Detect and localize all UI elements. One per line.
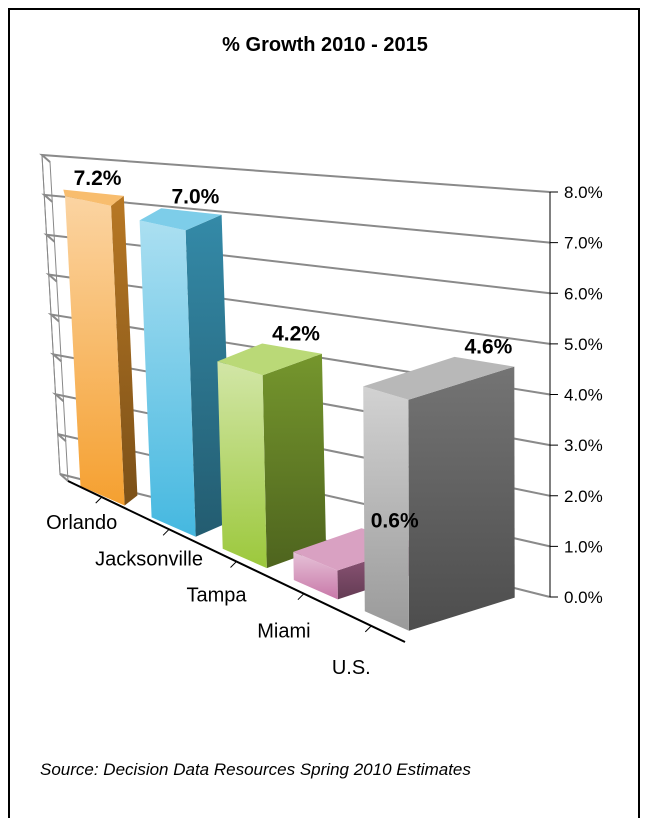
bar-us xyxy=(363,386,409,631)
y-tick-label: 0.0% xyxy=(564,588,603,607)
y-tick-label: 4.0% xyxy=(564,386,603,405)
bar-top-tampa xyxy=(217,343,322,376)
x-axis: Orlando Jacksonville Tampa Miami U.S. xyxy=(46,480,406,679)
x-tick-label: Orlando xyxy=(46,512,117,534)
y-tick-label: 2.0% xyxy=(564,487,603,506)
x-tick xyxy=(297,593,305,601)
bar-jacksonville xyxy=(139,220,196,537)
y-axis: 0.0% 1.0% 2.0% 3.0% 4.0% 5.0% 6.0% 7.0% 8.0% xyxy=(549,183,603,607)
data-label: 0.6% xyxy=(371,510,419,533)
x-tick xyxy=(364,625,372,633)
x-tick xyxy=(95,496,103,504)
chart-title: % Growth 2010 - 2015 xyxy=(222,34,428,56)
y-tick-label: 1.0% xyxy=(564,537,603,556)
chart-bars xyxy=(63,189,515,631)
y-tick-label: 3.0% xyxy=(564,436,603,455)
gridline xyxy=(41,193,551,244)
y-tick-label: 5.0% xyxy=(564,335,603,354)
y-tick-label: 6.0% xyxy=(564,284,603,303)
bar-orlando xyxy=(65,196,125,506)
bar-tampa xyxy=(217,361,267,569)
gridline xyxy=(47,312,551,396)
data-label: 4.2% xyxy=(272,323,320,346)
data-label: 4.6% xyxy=(464,336,512,359)
bar-miami xyxy=(293,551,338,600)
x-tick xyxy=(230,561,237,568)
bar-side-tampa xyxy=(262,353,326,569)
gridline xyxy=(45,273,551,345)
bar-top-jacksonville xyxy=(139,208,222,231)
gridline xyxy=(39,153,551,193)
x-tick-label: Tampa xyxy=(186,585,247,607)
x-tick-label: U.S. xyxy=(332,657,371,679)
x-tick-label: Jacksonville xyxy=(95,548,203,570)
bar-top-us xyxy=(363,356,515,400)
data-labels: 7.2% 7.0% 4.2% 0.6% 4.6% xyxy=(74,167,513,533)
bar-top-orlando xyxy=(63,189,124,206)
gridline xyxy=(43,233,551,295)
bar-side-orlando xyxy=(111,195,138,506)
x-tick-label: Miami xyxy=(257,621,310,643)
source-note: Source: Decision Data Resources Spring 2… xyxy=(40,760,471,779)
data-label: 7.2% xyxy=(74,167,122,190)
y-tick-label: 7.0% xyxy=(564,234,603,253)
bar-side-us xyxy=(408,366,515,631)
x-tick xyxy=(162,528,170,536)
data-label: 7.0% xyxy=(171,185,219,208)
y-tick-label: 8.0% xyxy=(564,183,603,202)
